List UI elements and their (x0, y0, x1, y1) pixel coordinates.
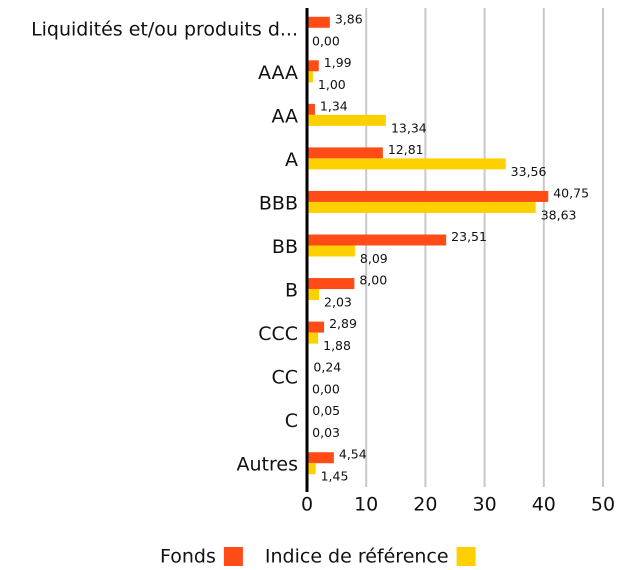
bar (307, 71, 313, 83)
value-label: 4,54 (339, 447, 367, 462)
bar (307, 332, 319, 344)
legend-label: Fonds (160, 546, 216, 568)
x-tick-label: 0 (301, 494, 313, 516)
x-tick-label: 30 (473, 494, 497, 516)
value-label: 0,00 (312, 33, 340, 48)
category-label: A (285, 149, 298, 171)
category-label: Autres (237, 454, 298, 476)
x-tick-label: 10 (354, 494, 378, 516)
bar (307, 289, 320, 301)
category-label: BB (272, 236, 298, 258)
x-tick-label: 40 (532, 494, 556, 516)
value-label: 1,45 (321, 469, 349, 484)
legend-swatch (223, 547, 243, 566)
value-label: 0,24 (313, 360, 341, 375)
bar (307, 452, 334, 464)
bar (307, 60, 319, 72)
x-tick-label: 50 (591, 494, 615, 516)
bar (307, 103, 315, 115)
bar (307, 190, 549, 202)
value-label: 2,89 (329, 316, 357, 331)
value-label: 8,09 (360, 251, 388, 266)
category-label: CCC (258, 323, 298, 345)
category-label: BBB (259, 192, 298, 214)
value-label: 13,34 (391, 120, 427, 135)
value-label: 0,00 (312, 382, 340, 397)
value-label: 40,75 (553, 185, 589, 200)
value-label: 12,81 (388, 142, 424, 157)
category-label: Liquidités et/ou produits d... (31, 18, 298, 40)
value-label: 23,51 (451, 229, 487, 244)
value-label: 1,88 (323, 338, 351, 353)
category-label: CC (271, 367, 298, 389)
value-label: 2,03 (324, 295, 352, 310)
category-label: AA (271, 105, 298, 127)
value-label: 3,86 (335, 11, 363, 26)
bar (307, 278, 355, 290)
value-label: 1,99 (324, 55, 352, 70)
category-label: C (285, 410, 298, 432)
bar (307, 114, 386, 126)
value-label: 8,00 (359, 273, 387, 288)
value-label: 1,34 (320, 98, 348, 113)
x-tick-label: 20 (413, 494, 437, 516)
bar (307, 158, 506, 170)
bar (307, 321, 325, 333)
value-label: 33,56 (511, 164, 547, 179)
category-label: AAA (258, 62, 298, 84)
value-label: 38,63 (541, 207, 577, 222)
legend-swatch (456, 547, 476, 566)
bar (307, 201, 536, 213)
bar (307, 16, 330, 28)
bar (307, 147, 383, 159)
bar (307, 463, 316, 475)
value-label: 1,00 (318, 77, 346, 92)
category-label: B (285, 280, 298, 302)
value-label: 0,03 (312, 425, 340, 440)
value-label: 0,05 (312, 403, 340, 418)
bar (307, 245, 355, 257)
legend-label: Indice de référence (265, 546, 449, 568)
bar (307, 234, 447, 246)
